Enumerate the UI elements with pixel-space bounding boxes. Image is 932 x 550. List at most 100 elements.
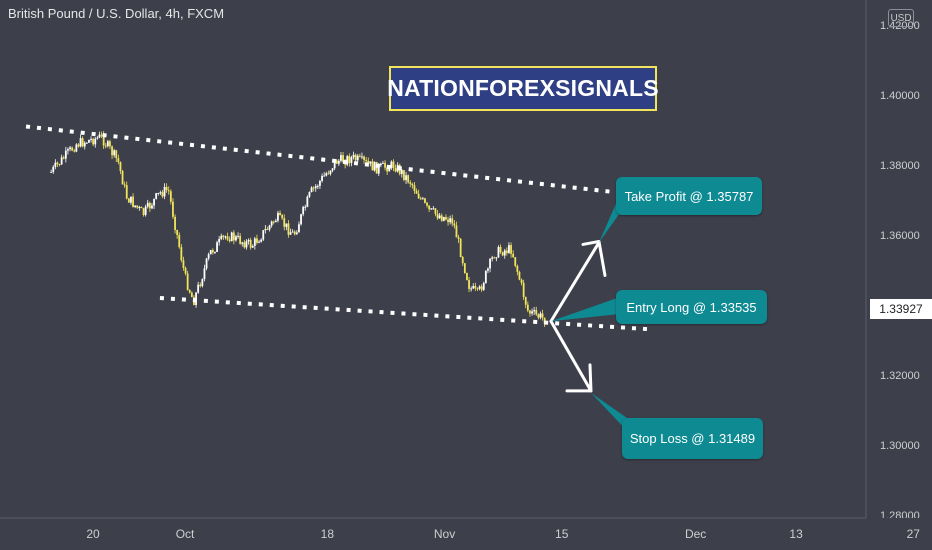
candle-body: [396, 164, 399, 172]
candle-body: [151, 205, 153, 209]
candle-body: [314, 186, 317, 189]
candle-body: [54, 162, 57, 167]
candle-body: [119, 162, 122, 171]
candle-body: [497, 246, 500, 258]
candles-layer: [50, 131, 546, 327]
candle-body: [302, 206, 305, 215]
candle-body: [153, 198, 155, 206]
candle-body: [148, 202, 151, 209]
candle-body: [505, 250, 508, 253]
trade-arrows: [549, 239, 607, 393]
candle-body: [520, 279, 523, 283]
candle-body: [228, 239, 231, 242]
resistance-trendline: [25, 124, 655, 199]
candle-body: [218, 239, 221, 243]
candle-body: [281, 215, 284, 219]
candle-body: [403, 170, 405, 181]
stop-loss-callout: Stop Loss @ 1.31489: [622, 418, 763, 459]
candle-body: [88, 139, 90, 143]
candle-body: [480, 286, 483, 290]
candle-body: [382, 162, 384, 164]
stop-loss-pointer: [590, 392, 632, 436]
candle-body: [113, 150, 116, 156]
candle-body: [235, 236, 237, 241]
candle-body: [316, 185, 319, 187]
candle-body: [220, 235, 223, 240]
candle-body: [319, 180, 321, 186]
candle-body: [491, 257, 494, 259]
take-profit-arrow: [549, 240, 601, 323]
candle-body: [432, 208, 435, 210]
candle-body: [197, 284, 200, 293]
price-axis[interactable]: 1.280001.300001.320001.340001.360001.380…: [865, 0, 932, 550]
candle-body: [165, 186, 168, 191]
candle-body: [205, 258, 208, 269]
candle-body: [449, 218, 452, 223]
candle-body: [361, 156, 363, 158]
candle-body: [400, 170, 403, 174]
entry-long-callout: Entry Long @ 1.33535: [616, 290, 767, 324]
candle-body: [323, 175, 326, 177]
candle-body: [470, 288, 473, 290]
candle-body: [159, 192, 162, 194]
candle-body: [388, 167, 391, 172]
candle-body: [529, 310, 531, 314]
time-tick-label: 20: [86, 527, 100, 541]
candle-body: [216, 242, 218, 252]
time-axis[interactable]: 20 Oct 18 Nov 15 Dec 13 27: [0, 517, 932, 550]
candle-body: [463, 263, 466, 274]
candle-body: [367, 160, 370, 164]
candle-body: [81, 138, 84, 147]
candle-body: [363, 156, 365, 161]
candle-body: [256, 238, 258, 243]
candle-body: [487, 268, 489, 271]
candle-body: [293, 231, 296, 235]
candle-body: [155, 193, 158, 199]
candle-body: [94, 138, 97, 145]
price-tick-label: 1.32000: [880, 370, 920, 382]
candle-body: [224, 236, 227, 238]
candle-body: [392, 161, 395, 169]
candle-body: [524, 297, 527, 305]
candle-body: [445, 217, 447, 220]
time-tick-label: 27: [907, 527, 921, 541]
time-tick-label: 18: [321, 527, 335, 541]
candle-body: [409, 182, 412, 184]
candle-body: [136, 205, 139, 208]
candle-body: [287, 223, 290, 235]
candle-body: [476, 288, 479, 290]
candle-body: [172, 201, 174, 217]
candle-body: [289, 232, 292, 235]
candle-body: [461, 257, 464, 264]
candle-body: [262, 230, 265, 240]
candle-body: [350, 157, 353, 164]
candle-body: [71, 147, 74, 151]
candle-body: [62, 157, 65, 159]
candle-body: [130, 196, 132, 203]
candle-body: [331, 168, 334, 171]
candle-body: [325, 173, 328, 176]
candle-body: [514, 257, 517, 266]
currency-badge[interactable]: USD: [888, 9, 914, 27]
candle-body: [83, 142, 86, 147]
candle-body: [295, 232, 298, 235]
candle-body: [430, 208, 433, 210]
candle-body: [489, 258, 491, 269]
candle-body: [134, 205, 137, 208]
candle-body: [533, 310, 536, 312]
candle-body: [253, 238, 256, 246]
candle-body: [214, 251, 216, 253]
candle-body: [104, 145, 107, 147]
candle-body: [535, 310, 538, 315]
candle-body: [264, 228, 267, 231]
candle-body: [537, 314, 540, 318]
candle-body: [478, 286, 481, 289]
candle-body: [73, 150, 76, 152]
candle-body: [379, 163, 382, 166]
candle-body: [115, 150, 118, 159]
candle-body: [176, 230, 179, 235]
candle-body: [274, 220, 277, 223]
candle-body: [222, 235, 225, 238]
candle-body: [117, 158, 120, 163]
